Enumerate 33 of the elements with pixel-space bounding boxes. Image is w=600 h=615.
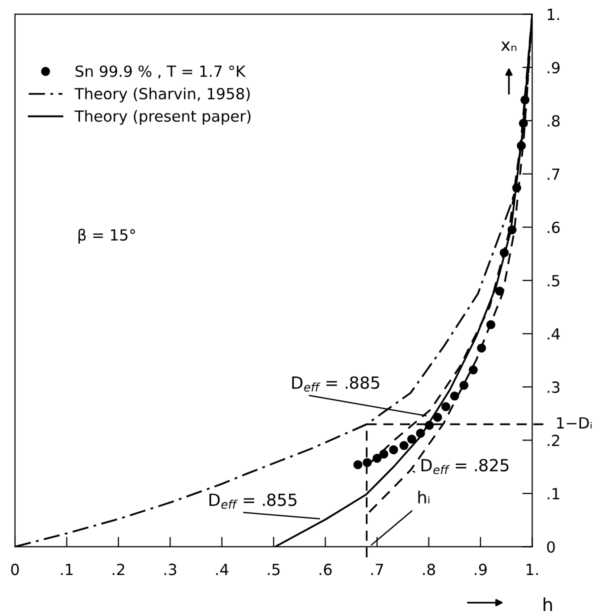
y-tick-label: .6	[548, 222, 560, 234]
y-tick-label: .3	[548, 381, 560, 393]
y-tick-label: .4	[548, 328, 560, 340]
x-tick-label: .5	[268, 564, 280, 576]
y-axis-title: xₙ	[501, 42, 516, 51]
legend-label: Sn 99.9 % , T = 1.7 °K	[76, 65, 246, 79]
x-tick-label: 1.	[526, 564, 538, 576]
y-tick-label: 0	[547, 541, 555, 553]
y-tick-label: .1	[548, 488, 560, 500]
y-tick-label: 1.	[548, 8, 560, 20]
x-tick-label: .9	[474, 564, 487, 576]
x-tick-label: .7	[371, 564, 384, 576]
x-tick-label: .8	[423, 564, 436, 576]
x-tick-label: .4	[216, 564, 228, 576]
x-tick-label: .1	[61, 564, 73, 576]
legend-label: Theory (Sharvin, 1958)	[74, 88, 250, 102]
y-tick-label: .9	[548, 62, 560, 74]
x-tick-label: 0	[11, 564, 19, 576]
y-tick-label: .2	[548, 434, 560, 446]
annotation: hᵢ	[418, 490, 430, 504]
legend-label: Theory (present paper)	[74, 110, 250, 125]
y-tick-label: .7	[548, 168, 560, 180]
y-tick-label: .8	[548, 115, 560, 127]
y-tick-label: .5	[548, 275, 560, 286]
x-tick-label: .3	[164, 564, 176, 576]
ref-line-label: 1−Dᵢ	[557, 417, 592, 429]
x-axis-title: h	[544, 597, 552, 612]
annotation: D$_{eff}$ = .825	[422, 458, 508, 474]
x-tick-label: .6	[320, 564, 332, 576]
x-tick-label: .2	[112, 564, 124, 576]
annotation: D$_{eff}$ = .855	[209, 493, 296, 509]
annotation: D$_{eff}$ = .885	[292, 376, 380, 392]
annotation: β = 15°	[78, 228, 135, 244]
